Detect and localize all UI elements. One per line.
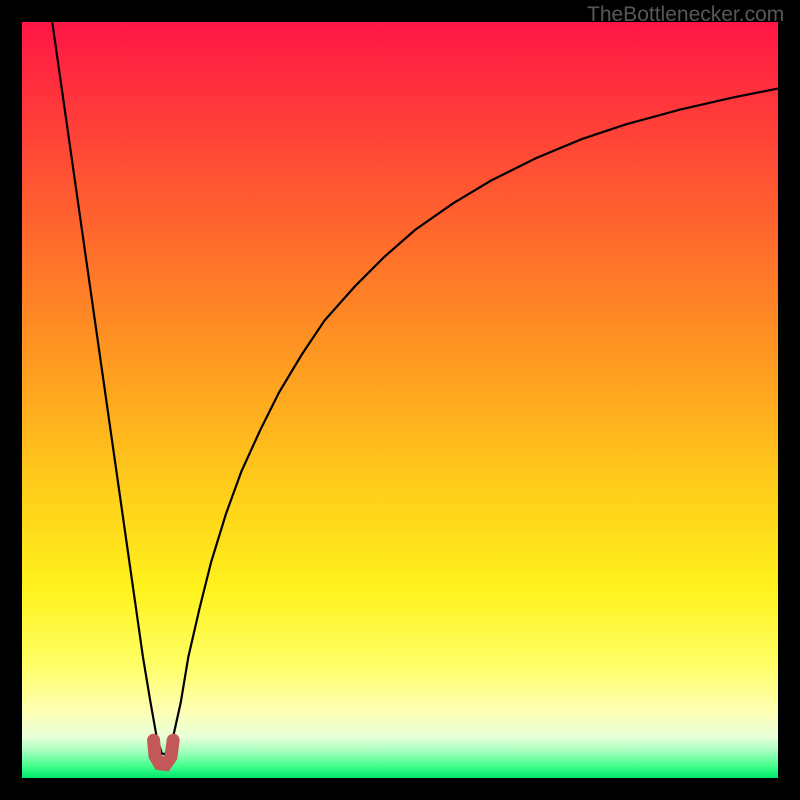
plot-area [22,22,778,778]
curve-layer [22,22,778,778]
bottleneck-curve [52,22,778,754]
watermark-text: TheBottlenecker.com [587,3,784,27]
dip-marker [154,740,174,764]
